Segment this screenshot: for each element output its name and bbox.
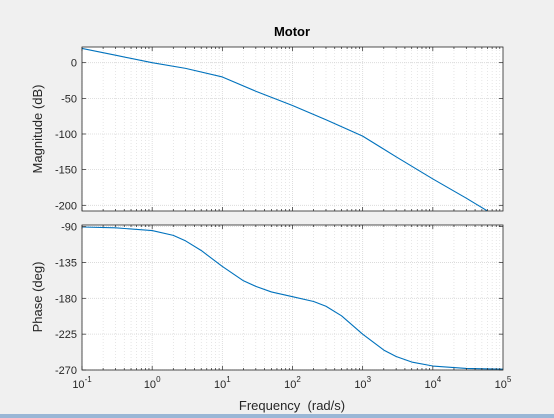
magnitude-ytick-label: -150 xyxy=(55,165,77,177)
phase-xtick-label: 100 xyxy=(144,375,161,391)
xtick-base: 10 xyxy=(495,379,507,391)
phase-ytick-labels: -90 -135 -180 -225 -270 xyxy=(55,222,77,377)
xtick-base: 10 xyxy=(214,379,226,391)
magnitude-series-line xyxy=(82,47,489,211)
chart-title: Motor xyxy=(274,24,310,39)
xtick-base: 10 xyxy=(354,379,366,391)
phase-series-line xyxy=(82,226,503,370)
xtick-exponent: 1 xyxy=(226,375,231,384)
xtick-base: 10 xyxy=(72,379,84,391)
phase-ytick-label: -225 xyxy=(55,329,77,341)
phase-axes: -90-135-180-225-270 10-1 100 101 102 103 104 1… xyxy=(55,222,512,391)
phase-ytick-label: -180 xyxy=(55,293,77,305)
xtick-base: 10 xyxy=(284,379,296,391)
phase-xtick-label: 105 xyxy=(495,375,512,391)
magnitude-tick-marks xyxy=(81,47,503,211)
xtick-exponent: -1 xyxy=(85,375,93,384)
phase-tick-marks xyxy=(81,225,503,371)
window-bottom-strip xyxy=(0,414,554,418)
magnitude-ylabel: Magnitude (dB) xyxy=(30,85,45,174)
phase-ytick-label: -135 xyxy=(55,257,77,269)
phase-ytick-label: -90 xyxy=(61,222,77,234)
frequency-xlabel: Frequency (rad/s) xyxy=(239,398,345,413)
xtick-exponent: 4 xyxy=(437,375,442,384)
phase-ytick-label: -270 xyxy=(55,365,77,377)
phase-ylabel: Phase (deg) xyxy=(30,262,45,333)
phase-xtick-label: 101 xyxy=(214,375,231,391)
phase-xtick-label: 103 xyxy=(354,375,371,391)
phase-xtick-label: 102 xyxy=(284,375,301,391)
xtick-exponent: 5 xyxy=(507,375,512,384)
magnitude-ytick-label: -200 xyxy=(55,200,77,212)
xtick-exponent: 0 xyxy=(156,375,161,384)
magnitude-ytick-label: -100 xyxy=(55,129,77,141)
magnitude-axes: 0 -50 -100 -150 -200 xyxy=(55,46,504,213)
magnitude-ytick-label: 0 xyxy=(71,58,77,70)
phase-curve-layer xyxy=(82,226,503,370)
magnitude-ytick-labels: 0 -50 -100 -150 -200 xyxy=(55,58,77,213)
phase-xtick-labels: 10-1 100 101 102 103 104 105 xyxy=(72,375,512,391)
xtick-base: 10 xyxy=(144,379,156,391)
magnitude-curve-layer xyxy=(82,47,489,211)
xtick-exponent: 2 xyxy=(296,375,301,384)
magnitude-ytick-label: -50 xyxy=(61,93,77,105)
xtick-exponent: 3 xyxy=(367,375,372,384)
magnitude-grid xyxy=(81,47,503,211)
phase-xtick-label: 10-1 xyxy=(72,375,92,391)
phase-xtick-label: 104 xyxy=(424,375,441,391)
xtick-base: 10 xyxy=(424,379,436,391)
